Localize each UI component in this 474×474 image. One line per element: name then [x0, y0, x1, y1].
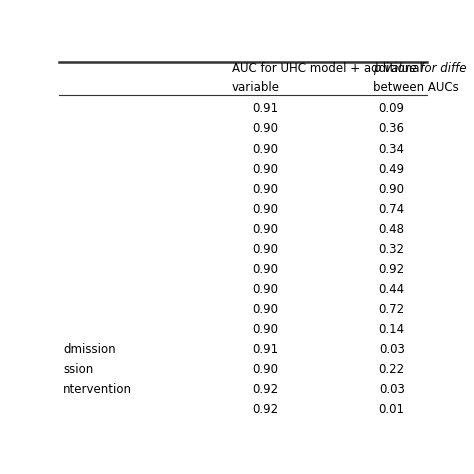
Text: 0.90: 0.90 — [252, 223, 278, 236]
Text: AUC for UHC model + additional: AUC for UHC model + additional — [232, 63, 423, 75]
Text: ssion: ssion — [63, 364, 93, 376]
Text: variable: variable — [232, 81, 280, 93]
Text: 0.92: 0.92 — [379, 263, 405, 276]
Text: 0.90: 0.90 — [252, 122, 278, 136]
Text: 0.34: 0.34 — [379, 143, 405, 155]
Text: 0.90: 0.90 — [252, 143, 278, 155]
Text: 0.03: 0.03 — [379, 343, 405, 356]
Text: 0.22: 0.22 — [379, 364, 405, 376]
Text: 0.90: 0.90 — [252, 263, 278, 276]
Text: 0.72: 0.72 — [379, 303, 405, 316]
Text: 0.44: 0.44 — [379, 283, 405, 296]
Text: 0.90: 0.90 — [252, 163, 278, 175]
Text: 0.90: 0.90 — [379, 182, 405, 196]
Text: between AUCs: between AUCs — [374, 81, 459, 93]
Text: 0.92: 0.92 — [252, 383, 278, 396]
Text: 0.36: 0.36 — [379, 122, 405, 136]
Text: dmission: dmission — [63, 343, 116, 356]
Text: 0.90: 0.90 — [252, 323, 278, 336]
Text: 0.32: 0.32 — [379, 243, 405, 256]
Text: 0.48: 0.48 — [379, 223, 405, 236]
Text: 0.03: 0.03 — [379, 383, 405, 396]
Text: 0.14: 0.14 — [379, 323, 405, 336]
Text: 0.01: 0.01 — [379, 403, 405, 417]
Text: 0.09: 0.09 — [379, 102, 405, 115]
Text: 0.90: 0.90 — [252, 283, 278, 296]
Text: 0.92: 0.92 — [252, 403, 278, 417]
Text: 0.90: 0.90 — [252, 182, 278, 196]
Text: 0.49: 0.49 — [379, 163, 405, 175]
Text: 0.74: 0.74 — [379, 203, 405, 216]
Text: 0.91: 0.91 — [252, 343, 278, 356]
Text: 0.90: 0.90 — [252, 303, 278, 316]
Text: ntervention: ntervention — [63, 383, 132, 396]
Text: 0.90: 0.90 — [252, 203, 278, 216]
Text: 0.90: 0.90 — [252, 243, 278, 256]
Text: 0.91: 0.91 — [252, 102, 278, 115]
Text: p value for diffe: p value for diffe — [374, 63, 467, 75]
Text: 0.90: 0.90 — [252, 364, 278, 376]
